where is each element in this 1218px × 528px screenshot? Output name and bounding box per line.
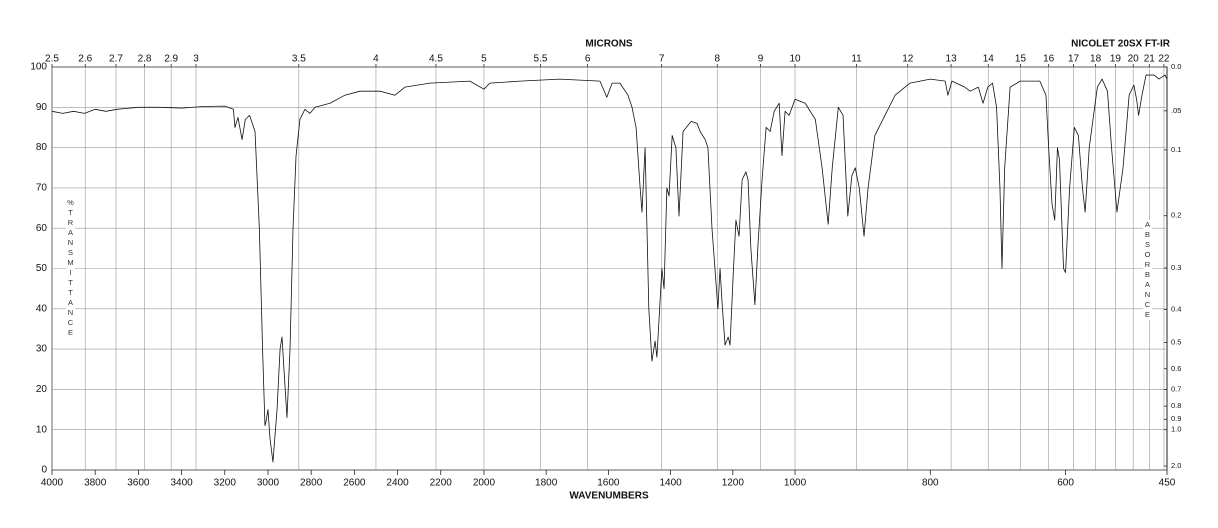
y2-tick-label: .05 <box>1171 106 1181 115</box>
micron-tick-label: 16 <box>1043 54 1055 65</box>
micron-tick-label: 15 <box>1015 54 1027 65</box>
micron-tick-label: 2.9 <box>164 54 178 65</box>
y2-tick-label: 0.1 <box>1171 145 1181 154</box>
x-tick-label: 1600 <box>597 478 620 489</box>
x-tick-label: 1000 <box>784 478 807 489</box>
micron-tick-label: 20 <box>1128 54 1140 65</box>
x-tick-label: 1200 <box>722 478 745 489</box>
micron-tick-label: 2.8 <box>138 54 152 65</box>
micron-tick-label: 10 <box>789 54 801 65</box>
y2-tick-label: 0.9 <box>1171 414 1181 423</box>
y-tick-label: 70 <box>36 183 48 194</box>
y2-tick-label: 1.0 <box>1171 425 1181 434</box>
y2-tick-label: 0.3 <box>1171 263 1181 272</box>
x-tick-label: 3800 <box>84 478 107 489</box>
y2-tick-label: 2.0 <box>1171 461 1181 470</box>
x-tick-label: 3400 <box>170 478 193 489</box>
micron-tick-label: 11 <box>851 54 862 65</box>
x-tick-label: 600 <box>1057 478 1074 489</box>
y2-tick-label: 0.8 <box>1171 401 1181 410</box>
y2-axis-title: ABSORBANCE <box>1143 220 1152 320</box>
x-axis-title: WAVENUMBERS <box>569 491 649 502</box>
x-tick-label: 450 <box>1159 478 1176 489</box>
chart-title: NICOLET 20SX FT-IR <box>1071 39 1171 50</box>
x-tick-label: 3000 <box>257 478 280 489</box>
micron-tick-label: 8 <box>714 54 720 65</box>
y-tick-label: 0 <box>41 465 47 476</box>
y2-tick-label: 0.7 <box>1171 385 1181 394</box>
micron-tick-label: 2.5 <box>45 54 59 65</box>
y-tick-label: 20 <box>36 384 48 395</box>
y-tick-label: 30 <box>36 344 48 355</box>
x-tick-label: 800 <box>922 478 939 489</box>
y2-tick-label: 0.4 <box>1171 305 1181 314</box>
y-tick-label: 40 <box>36 303 48 314</box>
micron-tick-label: 18 <box>1090 54 1102 65</box>
micron-tick-label: 22 <box>1158 54 1170 65</box>
x-tick-label: 3600 <box>127 478 150 489</box>
y-tick-label: 80 <box>36 142 48 153</box>
y-tick-label: 50 <box>36 263 48 274</box>
micron-tick-label: 3 <box>193 54 199 65</box>
y-tick-label: 100 <box>30 62 47 73</box>
micron-tick-label: 4.5 <box>429 54 443 65</box>
micron-tick-label: 13 <box>946 54 958 65</box>
y-tick-label: 10 <box>36 424 48 435</box>
micron-tick-label: 12 <box>902 54 914 65</box>
micron-tick-label: 9 <box>758 54 764 65</box>
x-tick-label: 1800 <box>535 478 558 489</box>
x-tick-label: 1400 <box>659 478 682 489</box>
micron-tick-label: 2.6 <box>78 54 92 65</box>
micron-tick-label: 7 <box>659 54 665 65</box>
x-tick-label: 2000 <box>473 478 496 489</box>
y2-tick-label: 0.0 <box>1171 62 1181 71</box>
micron-tick-label: 17 <box>1068 54 1080 65</box>
y-axis-title: %TRANSMITTANCE <box>66 198 75 338</box>
micron-tick-label: 14 <box>983 54 995 65</box>
micron-tick-label: 2.7 <box>109 54 123 65</box>
y-tick-label: 60 <box>36 223 48 234</box>
micron-tick-label: 5.5 <box>534 54 548 65</box>
x-tick-label: 2600 <box>343 478 366 489</box>
x-tick-label: 2800 <box>300 478 323 489</box>
x-tick-label: 4000 <box>41 478 64 489</box>
x-tick-label: 2400 <box>386 478 409 489</box>
micron-tick-label: 3.5 <box>292 54 306 65</box>
x-tick-label: 2200 <box>430 478 453 489</box>
micron-tick-label: 6 <box>585 54 591 65</box>
y2-tick-label: 0.6 <box>1171 364 1181 373</box>
spectrum-line <box>51 74 1168 463</box>
y2-tick-label: 0.5 <box>1171 338 1181 347</box>
micron-tick-label: 19 <box>1110 54 1122 65</box>
y-tick-label: 90 <box>36 102 48 113</box>
top-axis-title: MICRONS <box>585 39 633 50</box>
y2-tick-label: 0.2 <box>1171 211 1181 220</box>
micron-tick-label: 5 <box>481 54 487 65</box>
micron-tick-label: 4 <box>373 54 379 65</box>
micron-tick-label: 21 <box>1144 54 1156 65</box>
x-tick-label: 3200 <box>214 478 237 489</box>
